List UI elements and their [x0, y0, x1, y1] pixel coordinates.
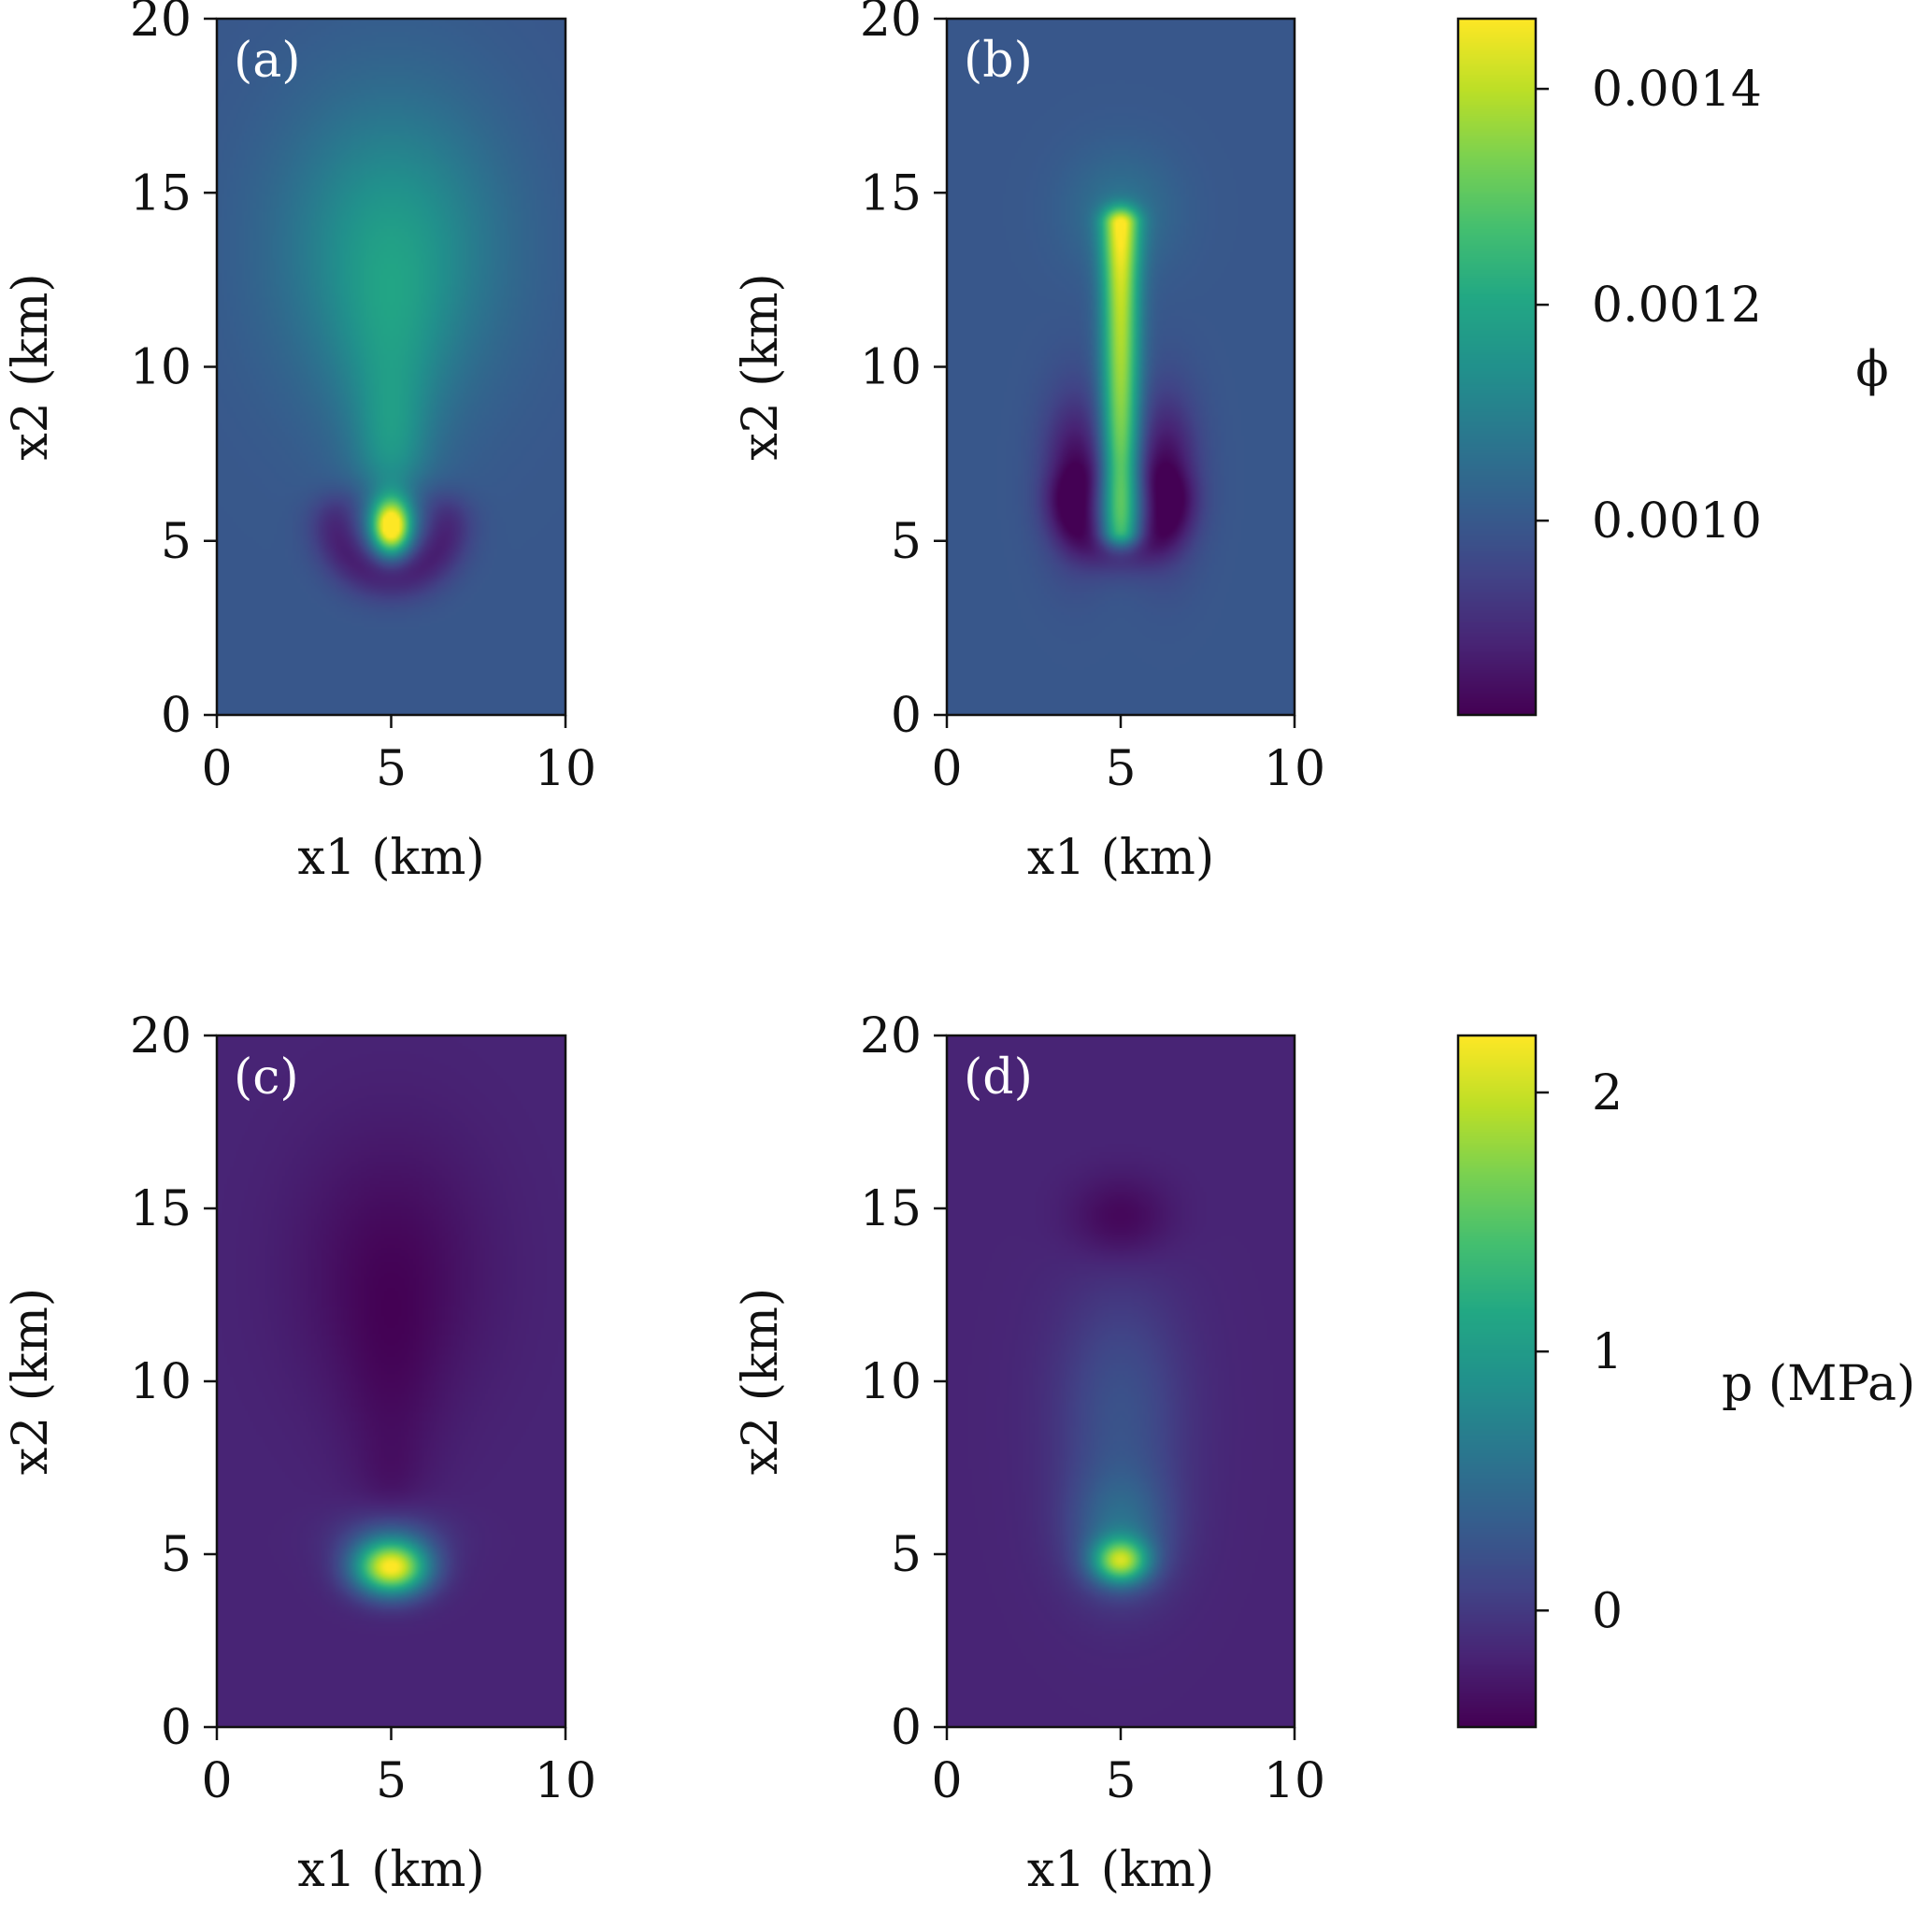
y-tick-label: 10 [860, 340, 922, 396]
colorbar-phi: 0.0010 0.0012 0.0014 ϕ [1456, 17, 1889, 717]
y-tick-label: 0 [161, 1700, 192, 1756]
y-tick-label: 0 [161, 688, 192, 744]
panel-a: (a) 0 5 10 0 5 10 15 20 x1 (km) x2 (km) [3, 0, 596, 886]
x-axis-label: x1 (km) [297, 830, 484, 886]
panel-label: (c) [234, 1050, 299, 1106]
x-tick-label: 0 [931, 1753, 962, 1809]
y-tick-label: 10 [130, 1354, 192, 1410]
colorbar-label: p (MPa) [1722, 1356, 1915, 1412]
colorbar-p: 0 1 2 p (MPa) [1456, 1034, 1915, 1729]
y-tick-label: 20 [130, 0, 192, 48]
colorbar-tick-label: 0.0012 [1592, 278, 1762, 334]
colorbar-gradient [1458, 1035, 1536, 1727]
y-tick-label: 5 [891, 1527, 922, 1583]
colorbar-tick-label: 0.0014 [1592, 62, 1762, 118]
y-tick-label: 20 [860, 0, 922, 48]
x-tick-label: 10 [535, 1753, 596, 1809]
panel-label: (d) [964, 1050, 1033, 1106]
y-tick-label: 0 [891, 688, 922, 744]
colorbar-label: ϕ [1855, 342, 1888, 398]
y-tick-label: 20 [860, 1008, 922, 1064]
y-tick-label: 0 [891, 1700, 922, 1756]
x-tick-label: 10 [535, 741, 596, 797]
y-tick-label: 5 [161, 1527, 192, 1583]
x-axis-label: x1 (km) [297, 1842, 484, 1898]
y-tick-label: 5 [161, 514, 192, 570]
y-axis-label: x2 (km) [733, 273, 789, 460]
colorbar-tick-label: 0.0010 [1592, 493, 1762, 550]
panel-b: (b) 0 5 10 0 5 10 15 20 x1 (km) x2 (km) [733, 0, 1325, 886]
y-axis-label: x2 (km) [3, 1288, 59, 1475]
x-tick-label: 10 [1264, 1753, 1325, 1809]
heatmap-image [947, 1035, 1295, 1727]
y-tick-label: 15 [860, 1181, 922, 1237]
y-tick-label: 15 [130, 1181, 192, 1237]
y-tick-label: 10 [130, 340, 192, 396]
colorbar-frame [1456, 1034, 1538, 1729]
y-tick-label: 15 [860, 165, 922, 221]
y-tick-label: 20 [130, 1008, 192, 1064]
x-tick-label: 0 [201, 741, 232, 797]
heatmap-image [217, 19, 565, 715]
y-tick-label: 5 [891, 514, 922, 570]
y-tick-label: 15 [130, 165, 192, 221]
x-tick-label: 0 [201, 1753, 232, 1809]
panel-d: (d) 0 5 10 0 5 10 15 20 x1 (km) x2 (km) [733, 1008, 1325, 1898]
colorbar-gradient [1458, 19, 1536, 715]
panel-label: (b) [964, 33, 1033, 89]
x-tick-label: 10 [1264, 741, 1325, 797]
y-tick-label: 10 [860, 1354, 922, 1410]
x-tick-label: 0 [931, 741, 962, 797]
x-tick-label: 5 [376, 741, 407, 797]
panel-c: (c) 0 5 10 0 5 10 15 20 x1 (km) x2 (km) [3, 1008, 596, 1898]
panel-label: (a) [234, 33, 301, 89]
x-tick-label: 5 [1105, 1753, 1136, 1809]
colorbar-tick-label: 2 [1592, 1065, 1623, 1121]
x-tick-label: 5 [1105, 741, 1136, 797]
heatmap-image [217, 1035, 565, 1727]
x-axis-label: x1 (km) [1027, 830, 1214, 886]
colorbar-frame [1456, 17, 1538, 717]
colorbar-tick-label: 1 [1592, 1324, 1623, 1380]
y-axis-label: x2 (km) [733, 1288, 789, 1475]
heatmap-image [947, 19, 1295, 715]
x-axis-label: x1 (km) [1027, 1842, 1214, 1898]
colorbar-tick-label: 0 [1592, 1583, 1623, 1639]
x-tick-label: 5 [376, 1753, 407, 1809]
y-axis-label: x2 (km) [3, 273, 59, 460]
